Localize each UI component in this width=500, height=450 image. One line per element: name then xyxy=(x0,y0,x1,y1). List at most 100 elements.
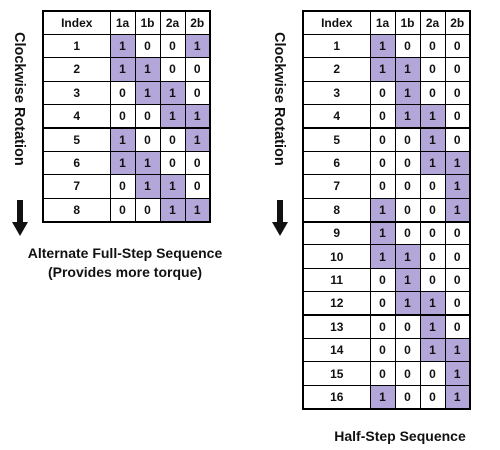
coil-cell: 0 xyxy=(419,174,446,199)
coil-cell: 1 xyxy=(444,361,471,386)
index-cell: 7 xyxy=(302,174,371,199)
full-step-down-arrow-icon xyxy=(12,200,28,236)
coil-cell: 0 xyxy=(159,126,186,152)
coil-cell: 0 xyxy=(419,197,446,223)
coil-cell: 1 xyxy=(369,384,396,410)
half-step-header: Index 1a 1b 2a 2b xyxy=(302,10,471,35)
index-cell: 15 xyxy=(302,361,371,386)
coil-cell: 0 xyxy=(369,104,396,129)
full-step-header: Index 1a 1b 2a 2b xyxy=(42,10,211,35)
coil-cell: 1 xyxy=(369,33,396,59)
coil-cell: 1 xyxy=(109,57,136,82)
coil-cell: 1 xyxy=(184,104,211,129)
coil-cell: 0 xyxy=(394,384,421,410)
index-cell: 16 xyxy=(302,384,371,410)
coil-cell: 0 xyxy=(394,197,421,223)
coil-cell: 1 xyxy=(394,291,421,316)
full-step-caption-title: Alternate Full-Step Sequence xyxy=(27,245,223,261)
coil-cell: 0 xyxy=(444,267,471,293)
coil-cell: 1 xyxy=(444,174,471,199)
coil-cell: 0 xyxy=(394,174,421,199)
coil-cell: 0 xyxy=(444,220,471,246)
coil-cell: 1 xyxy=(444,197,471,223)
header-2a: 2a xyxy=(419,10,446,35)
coil-cell: 0 xyxy=(394,33,421,59)
header-1a: 1a xyxy=(369,10,396,35)
coil-cell: 0 xyxy=(394,150,421,176)
coil-cell: 1 xyxy=(159,197,186,223)
table-row: 16 1 0 0 1 xyxy=(302,384,471,410)
coil-cell: 1 xyxy=(419,126,446,152)
coil-cell: 0 xyxy=(394,361,421,386)
coil-cell: 0 xyxy=(369,174,396,199)
coil-cell: 1 xyxy=(419,337,446,363)
coil-cell: 0 xyxy=(109,80,136,106)
coil-cell: 0 xyxy=(369,314,396,339)
table-row: 10 1 1 0 0 xyxy=(302,244,471,269)
coil-cell: 0 xyxy=(394,314,421,339)
coil-cell: 1 xyxy=(159,104,186,129)
index-cell: 3 xyxy=(42,80,111,106)
coil-cell: 0 xyxy=(394,220,421,246)
coil-cell: 1 xyxy=(444,150,471,176)
coil-cell: 1 xyxy=(134,174,161,199)
coil-cell: 0 xyxy=(419,361,446,386)
coil-cell: 0 xyxy=(184,150,211,176)
index-cell: 1 xyxy=(42,33,111,59)
half-step-caption: Half-Step Sequence xyxy=(334,428,466,444)
table-row: 13 0 0 1 0 xyxy=(302,314,471,339)
table-row: 15 0 0 0 1 xyxy=(302,361,471,386)
coil-cell: 0 xyxy=(394,337,421,363)
header-1b: 1b xyxy=(394,10,421,35)
coil-cell: 1 xyxy=(109,126,136,152)
coil-cell: 1 xyxy=(134,80,161,106)
index-cell: 14 xyxy=(302,337,371,363)
coil-cell: 1 xyxy=(159,80,186,106)
coil-cell: 1 xyxy=(134,57,161,82)
index-cell: 3 xyxy=(302,80,371,106)
table-row: 14 0 0 1 1 xyxy=(302,337,471,363)
coil-cell: 0 xyxy=(159,150,186,176)
coil-cell: 1 xyxy=(419,150,446,176)
coil-cell: 0 xyxy=(159,33,186,59)
coil-cell: 0 xyxy=(419,220,446,246)
coil-cell: 1 xyxy=(394,57,421,82)
half-step-header-row: Index 1a 1b 2a 2b xyxy=(302,10,471,35)
coil-cell: 0 xyxy=(419,57,446,82)
coil-cell: 1 xyxy=(419,104,446,129)
coil-cell: 0 xyxy=(369,337,396,363)
header-2b: 2b xyxy=(184,10,211,35)
index-cell: 2 xyxy=(302,57,371,82)
coil-cell: 0 xyxy=(369,150,396,176)
header-index: Index xyxy=(42,10,111,35)
index-cell: 6 xyxy=(302,150,371,176)
coil-cell: 0 xyxy=(109,104,136,129)
index-cell: 7 xyxy=(42,174,111,199)
index-cell: 5 xyxy=(302,126,371,152)
coil-cell: 0 xyxy=(444,126,471,152)
coil-cell: 0 xyxy=(184,57,211,82)
coil-cell: 0 xyxy=(419,244,446,269)
coil-cell: 0 xyxy=(444,80,471,106)
header-index: Index xyxy=(302,10,371,35)
full-step-header-row: Index 1a 1b 2a 2b xyxy=(42,10,211,35)
coil-cell: 1 xyxy=(444,384,471,410)
coil-cell: 1 xyxy=(109,33,136,59)
